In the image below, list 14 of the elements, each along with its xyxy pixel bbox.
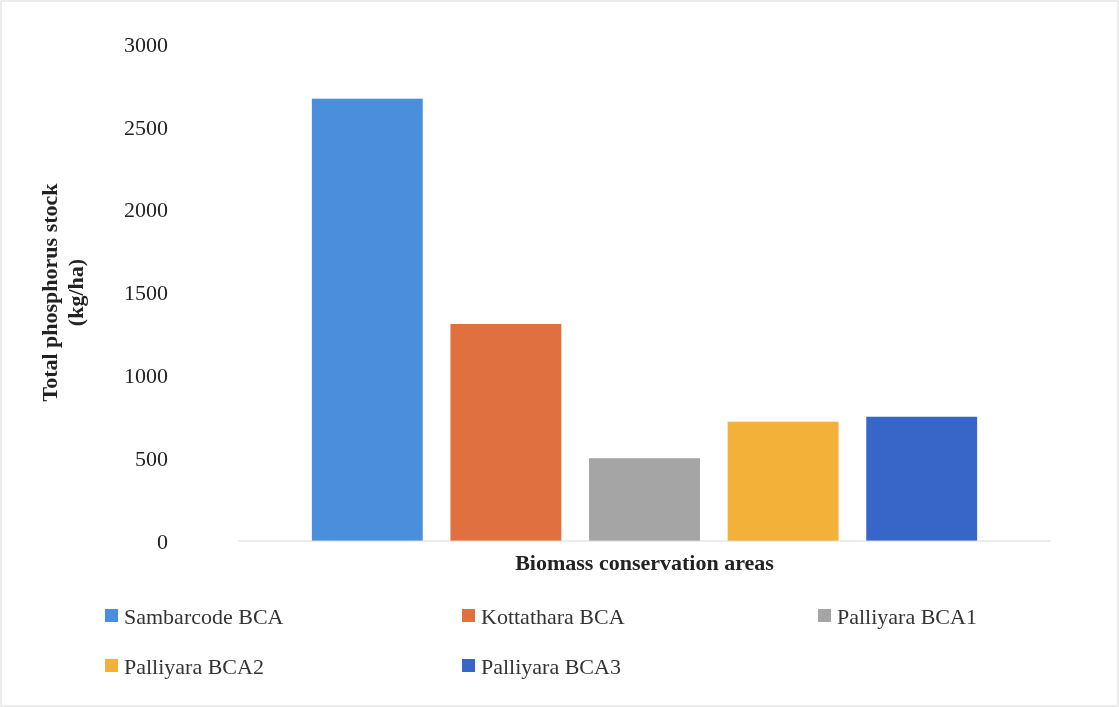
y-axis-title: Total phosphorus stock (kg/ha) — [37, 182, 88, 402]
x-axis-title: Biomass conservation areas — [515, 550, 775, 575]
y-tick-label: 500 — [135, 445, 168, 471]
y-tick-label: 0 — [157, 528, 168, 554]
y-tick-label: 3000 — [124, 31, 168, 57]
y-tick-label: 1500 — [124, 280, 168, 306]
legend-label: Palliyara BCA1 — [837, 603, 977, 629]
y-tick-label: 2000 — [124, 197, 168, 223]
y-tick-label: 1000 — [124, 363, 168, 389]
legend-label: Palliyara BCA2 — [124, 653, 264, 679]
legend-label: Palliyara BCA3 — [481, 653, 621, 679]
y-tick-label: 2500 — [124, 114, 168, 140]
legend-label: Kottathara BCA — [481, 603, 625, 629]
legend-label: Sambarcode BCA — [124, 603, 284, 629]
